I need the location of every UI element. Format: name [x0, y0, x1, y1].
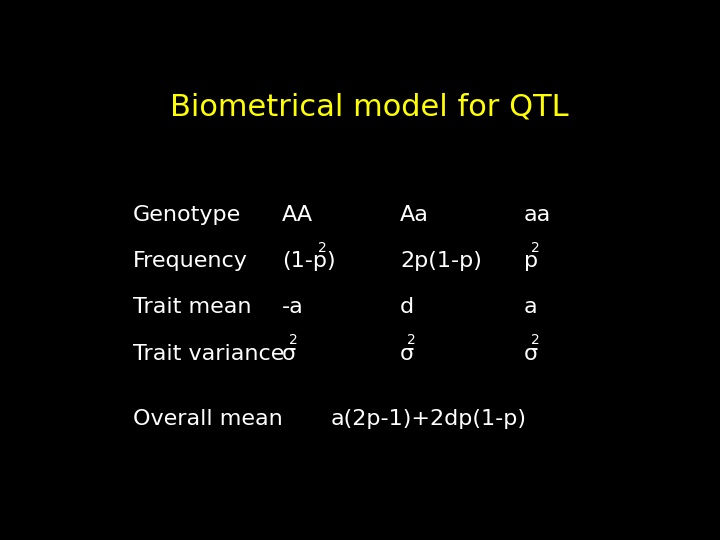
Text: p: p — [524, 251, 538, 271]
Text: aa: aa — [524, 205, 552, 225]
Text: -a: -a — [282, 298, 304, 318]
Text: σ: σ — [400, 343, 414, 363]
Text: 2p(1-p): 2p(1-p) — [400, 251, 482, 271]
Text: 2: 2 — [289, 333, 298, 347]
Text: AA: AA — [282, 205, 313, 225]
Text: Genotype: Genotype — [132, 205, 241, 225]
Text: 2: 2 — [531, 333, 540, 347]
Text: 2: 2 — [408, 333, 416, 347]
Text: Frequency: Frequency — [132, 251, 248, 271]
Text: Biometrical model for QTL: Biometrical model for QTL — [170, 93, 568, 122]
Text: a: a — [524, 298, 538, 318]
Text: Trait variance: Trait variance — [132, 343, 284, 363]
Text: Aa: Aa — [400, 205, 429, 225]
Text: 2: 2 — [531, 241, 540, 255]
Text: 2: 2 — [318, 241, 327, 255]
Text: (1-p): (1-p) — [282, 251, 336, 271]
Text: d: d — [400, 298, 414, 318]
Text: Trait mean: Trait mean — [132, 298, 251, 318]
Text: a(2p-1)+2dp(1-p): a(2p-1)+2dp(1-p) — [330, 409, 526, 429]
Text: σ: σ — [524, 343, 538, 363]
Text: Overall mean: Overall mean — [132, 409, 282, 429]
Text: σ: σ — [282, 343, 297, 363]
